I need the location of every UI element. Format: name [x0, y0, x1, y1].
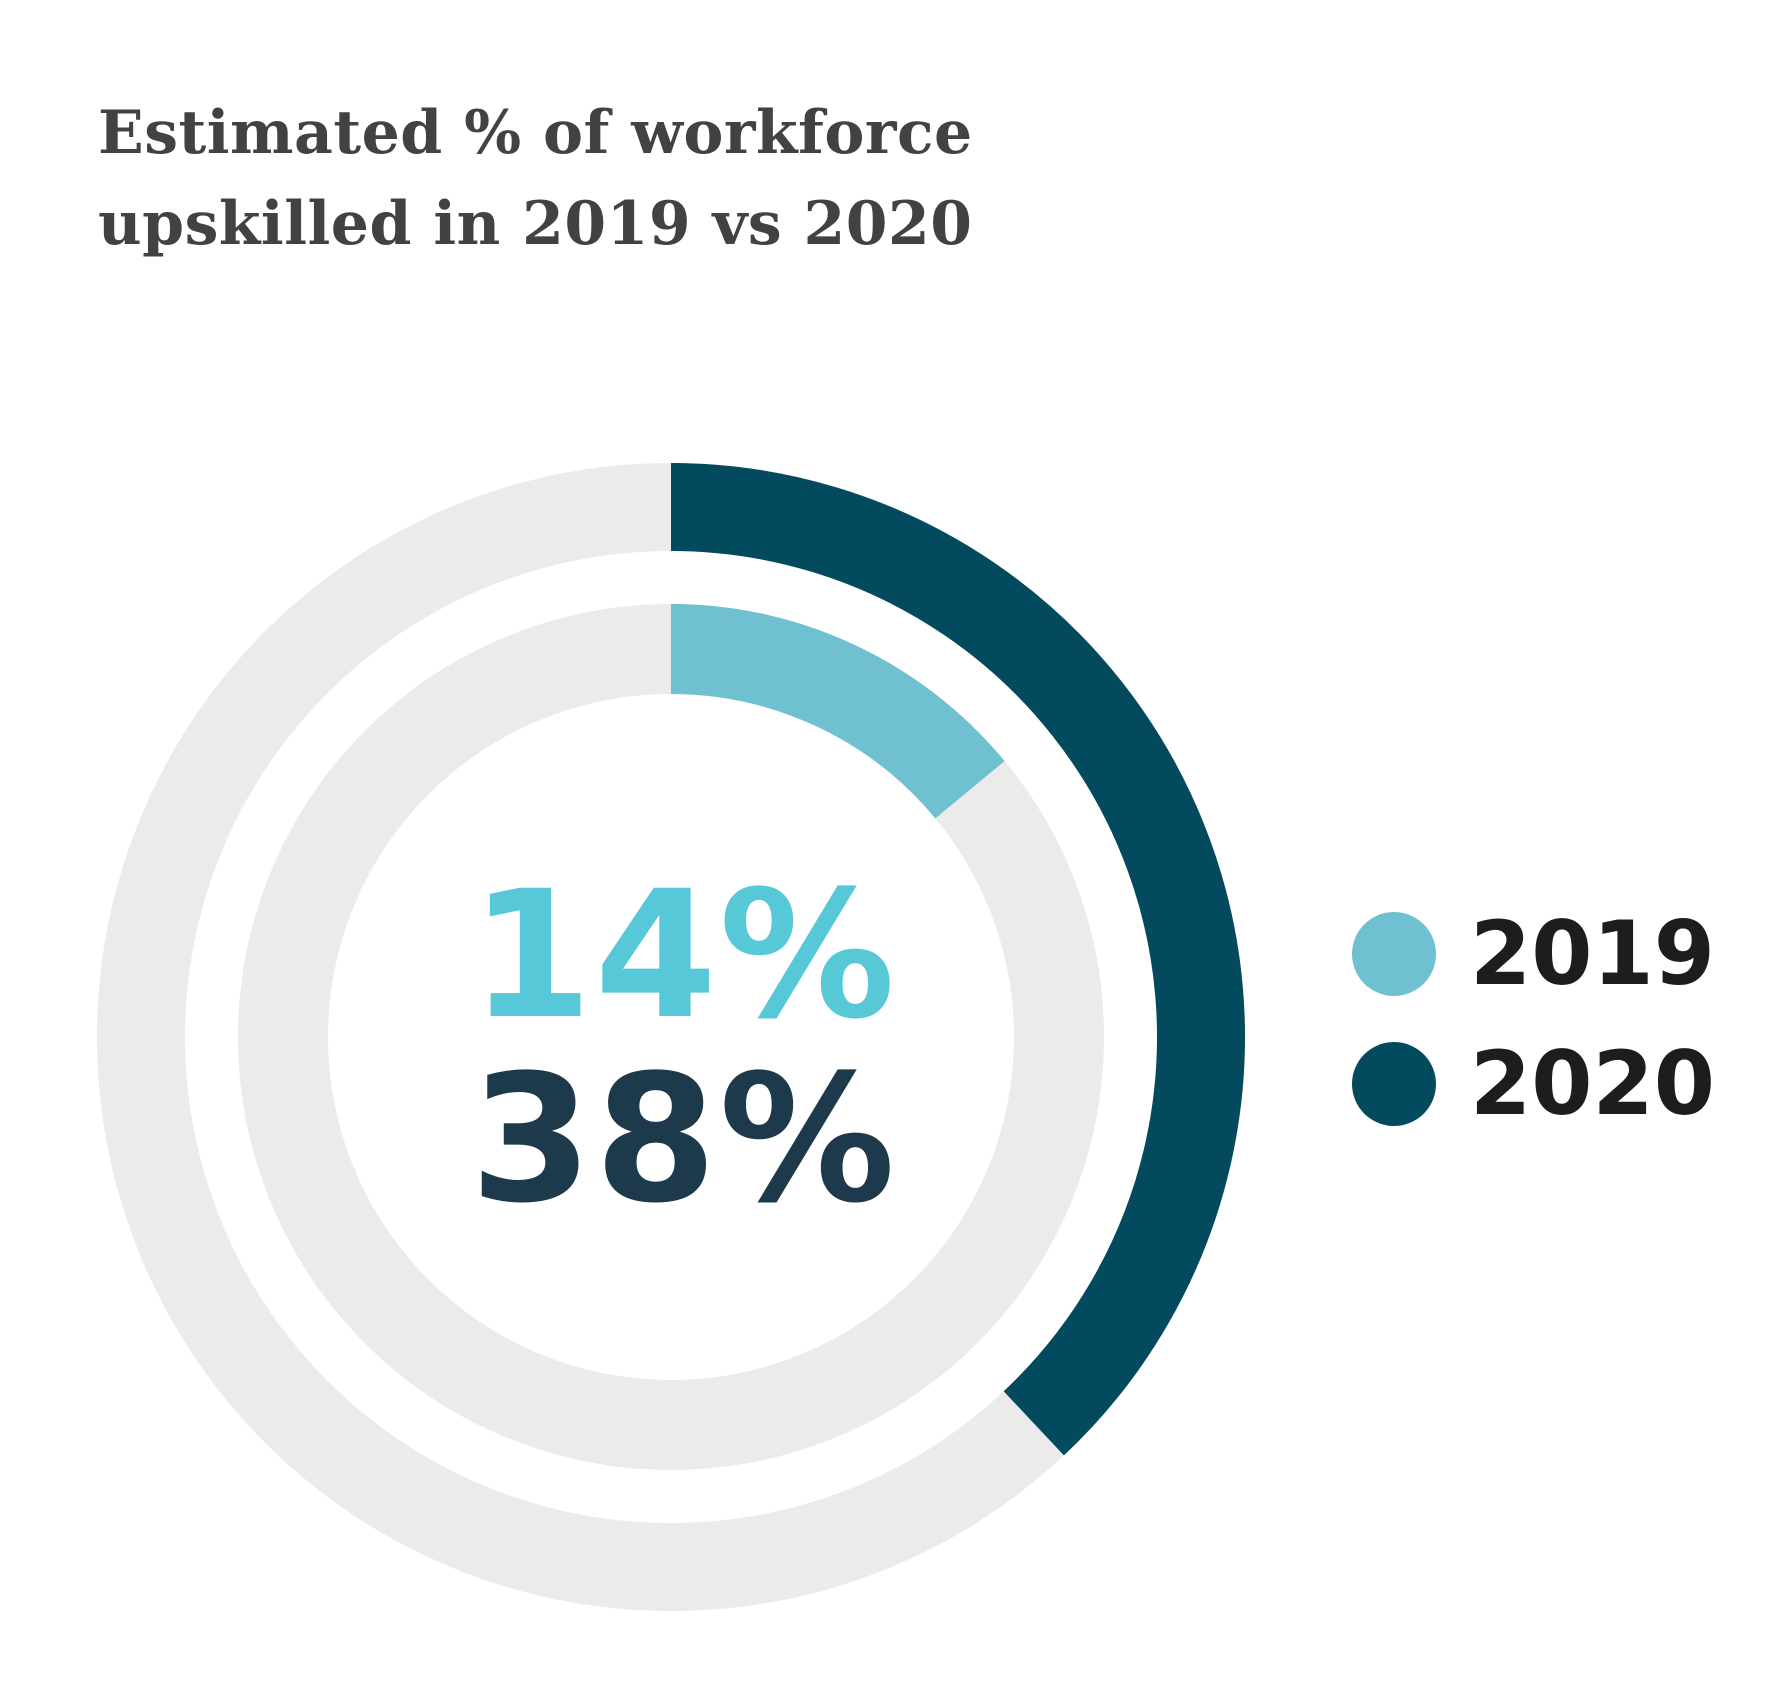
value-2020: 38%	[470, 1037, 898, 1242]
chart-title-line-2: upskilled in 2019 vs 2020	[98, 189, 973, 259]
legend-swatch-2019	[1352, 912, 1436, 996]
legend-swatch-2020	[1352, 1042, 1436, 1126]
chart-title-line-1: Estimated % of workforce	[98, 98, 973, 168]
outer-ring-arc-2020[interactable]	[670, 463, 1245, 1456]
chart-title: Estimated % of workforce upskilled in 20…	[98, 88, 1058, 270]
legend-label-2019: 2019	[1470, 902, 1715, 1005]
inner-ring-arc-2019[interactable]	[670, 604, 1005, 819]
legend-item-2019[interactable]: 2019	[1352, 906, 1715, 1002]
legend-label-2020: 2020	[1470, 1032, 1715, 1135]
legend-item-2020[interactable]: 2020	[1352, 1036, 1715, 1132]
value-2019: 14%	[470, 853, 898, 1058]
